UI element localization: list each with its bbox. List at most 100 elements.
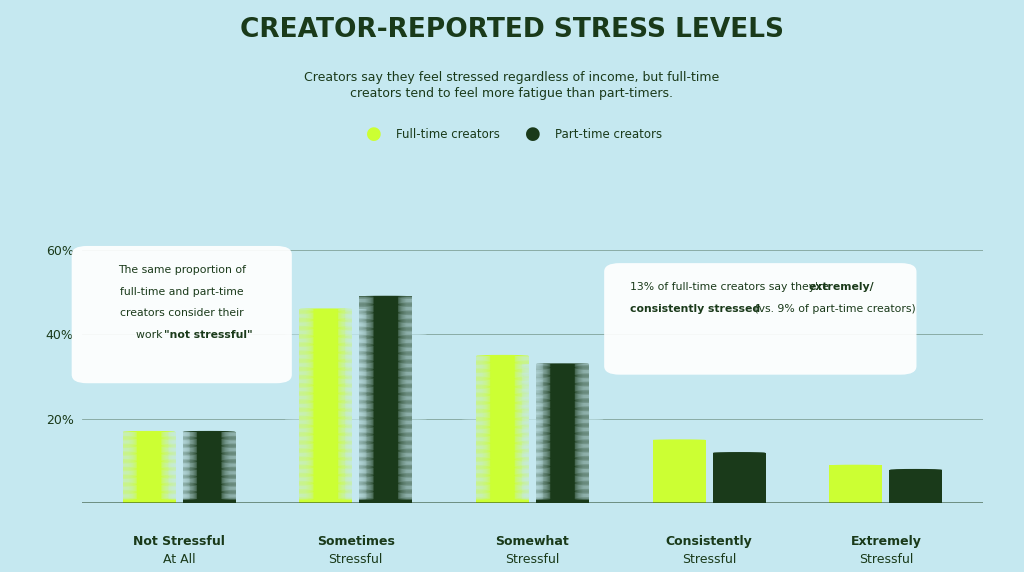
Circle shape <box>108 474 137 475</box>
Circle shape <box>108 457 137 458</box>
Circle shape <box>168 487 198 488</box>
Circle shape <box>574 447 603 448</box>
Circle shape <box>574 464 603 465</box>
Circle shape <box>338 438 367 439</box>
Bar <box>299 309 352 503</box>
Circle shape <box>338 348 367 349</box>
Circle shape <box>345 384 374 385</box>
Circle shape <box>285 423 313 424</box>
Circle shape <box>521 480 551 481</box>
Circle shape <box>221 493 250 494</box>
Circle shape <box>338 446 367 447</box>
Circle shape <box>462 432 490 433</box>
Circle shape <box>161 476 190 478</box>
Circle shape <box>345 454 374 455</box>
Circle shape <box>397 413 427 414</box>
Circle shape <box>397 424 427 425</box>
Circle shape <box>397 349 427 350</box>
Circle shape <box>397 454 427 455</box>
Circle shape <box>574 394 603 395</box>
Circle shape <box>221 458 250 459</box>
Circle shape <box>514 408 544 409</box>
Circle shape <box>574 408 603 410</box>
Circle shape <box>338 423 367 424</box>
Circle shape <box>345 306 374 307</box>
Circle shape <box>462 496 490 497</box>
Circle shape <box>338 374 367 375</box>
Circle shape <box>345 371 374 372</box>
Circle shape <box>462 488 490 489</box>
Bar <box>536 364 589 503</box>
Circle shape <box>345 332 374 333</box>
Circle shape <box>521 406 551 407</box>
Circle shape <box>338 494 367 495</box>
Circle shape <box>108 470 137 471</box>
Circle shape <box>521 427 551 428</box>
Circle shape <box>514 480 544 481</box>
Circle shape <box>514 432 544 433</box>
Circle shape <box>462 430 490 431</box>
Circle shape <box>285 463 313 464</box>
Circle shape <box>168 479 198 480</box>
Circle shape <box>285 383 313 384</box>
Circle shape <box>462 494 490 495</box>
Circle shape <box>338 380 367 381</box>
Circle shape <box>285 477 313 478</box>
Circle shape <box>108 479 137 480</box>
Circle shape <box>345 357 374 358</box>
Circle shape <box>397 430 427 431</box>
Circle shape <box>161 444 190 445</box>
Circle shape <box>514 439 544 440</box>
Circle shape <box>397 306 427 307</box>
Circle shape <box>574 493 603 494</box>
Circle shape <box>345 397 374 398</box>
Circle shape <box>397 408 427 409</box>
Circle shape <box>397 461 427 462</box>
Circle shape <box>397 301 427 302</box>
Circle shape <box>168 464 198 465</box>
Circle shape <box>574 437 603 438</box>
Circle shape <box>397 314 427 315</box>
Circle shape <box>161 495 190 496</box>
Circle shape <box>285 447 313 448</box>
Circle shape <box>338 325 367 326</box>
Circle shape <box>108 478 137 479</box>
Circle shape <box>521 420 551 421</box>
Circle shape <box>345 375 374 376</box>
Circle shape <box>345 324 374 325</box>
Circle shape <box>338 333 367 334</box>
Circle shape <box>285 315 313 316</box>
Circle shape <box>462 384 490 385</box>
Circle shape <box>221 442 250 443</box>
Circle shape <box>285 376 313 378</box>
Circle shape <box>574 416 603 418</box>
Circle shape <box>168 470 198 471</box>
Circle shape <box>514 470 544 471</box>
Circle shape <box>574 378 603 379</box>
Circle shape <box>521 424 551 426</box>
Circle shape <box>397 423 427 424</box>
Circle shape <box>285 478 313 479</box>
Circle shape <box>338 396 367 397</box>
Circle shape <box>168 489 198 490</box>
Circle shape <box>397 341 427 342</box>
Circle shape <box>574 495 603 496</box>
Circle shape <box>338 356 367 357</box>
Circle shape <box>345 382 374 383</box>
Circle shape <box>285 413 313 414</box>
Circle shape <box>285 488 313 489</box>
Circle shape <box>521 431 551 432</box>
Circle shape <box>338 347 367 348</box>
Circle shape <box>514 384 544 385</box>
Circle shape <box>345 456 374 457</box>
Circle shape <box>345 408 374 409</box>
Circle shape <box>285 400 313 401</box>
Circle shape <box>462 440 490 441</box>
Circle shape <box>514 406 544 407</box>
Circle shape <box>514 405 544 406</box>
Circle shape <box>221 478 250 479</box>
Circle shape <box>462 375 490 376</box>
Circle shape <box>108 463 137 464</box>
Circle shape <box>345 378 374 379</box>
Circle shape <box>345 352 374 353</box>
